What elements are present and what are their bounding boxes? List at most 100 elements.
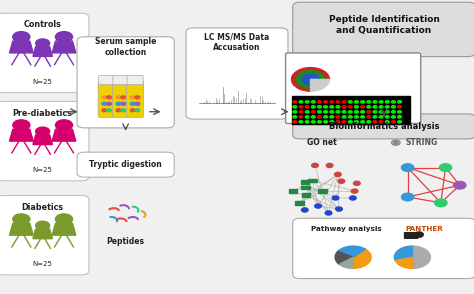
Circle shape — [330, 101, 334, 103]
Text: GO net: GO net — [308, 138, 337, 147]
Circle shape — [318, 116, 321, 118]
FancyBboxPatch shape — [0, 13, 89, 93]
Circle shape — [398, 111, 401, 113]
Circle shape — [336, 207, 342, 211]
Circle shape — [121, 109, 126, 112]
Circle shape — [330, 121, 334, 123]
Wedge shape — [353, 249, 371, 268]
Polygon shape — [9, 41, 33, 53]
Circle shape — [342, 111, 346, 113]
Circle shape — [135, 102, 140, 105]
Circle shape — [318, 111, 321, 113]
Circle shape — [392, 116, 395, 118]
Circle shape — [107, 109, 111, 112]
Circle shape — [315, 204, 321, 208]
Circle shape — [299, 121, 303, 123]
Circle shape — [336, 111, 340, 113]
Circle shape — [312, 163, 319, 168]
Bar — [301, 181, 310, 184]
Text: Tryptic digestion: Tryptic digestion — [89, 160, 162, 169]
Circle shape — [305, 121, 309, 123]
Circle shape — [392, 101, 395, 103]
Circle shape — [116, 102, 121, 105]
Circle shape — [361, 121, 365, 123]
Circle shape — [373, 116, 377, 118]
Circle shape — [301, 208, 308, 212]
Bar — [318, 189, 327, 193]
FancyBboxPatch shape — [285, 53, 420, 123]
Circle shape — [293, 111, 297, 113]
Circle shape — [311, 111, 315, 113]
Circle shape — [116, 109, 121, 112]
FancyBboxPatch shape — [112, 81, 129, 118]
Circle shape — [435, 199, 447, 207]
Circle shape — [355, 101, 358, 103]
Circle shape — [326, 163, 333, 168]
Circle shape — [415, 232, 423, 237]
Circle shape — [355, 111, 358, 113]
Bar — [292, 96, 410, 124]
Circle shape — [342, 101, 346, 103]
FancyBboxPatch shape — [127, 76, 143, 85]
Circle shape — [107, 102, 111, 105]
Circle shape — [324, 111, 328, 113]
FancyBboxPatch shape — [0, 101, 89, 181]
Circle shape — [348, 111, 352, 113]
Circle shape — [102, 102, 107, 105]
Circle shape — [299, 116, 303, 118]
Circle shape — [367, 116, 371, 118]
Circle shape — [130, 109, 135, 112]
FancyBboxPatch shape — [404, 232, 419, 239]
FancyBboxPatch shape — [113, 76, 129, 85]
Circle shape — [293, 121, 297, 123]
Circle shape — [318, 121, 321, 123]
Circle shape — [355, 116, 358, 118]
Polygon shape — [9, 129, 33, 141]
Polygon shape — [33, 229, 53, 239]
Bar — [295, 201, 304, 205]
Circle shape — [401, 164, 414, 171]
FancyBboxPatch shape — [186, 28, 288, 119]
Circle shape — [305, 111, 309, 113]
Wedge shape — [335, 251, 353, 264]
Circle shape — [324, 116, 328, 118]
Circle shape — [342, 121, 346, 123]
Circle shape — [398, 106, 401, 108]
Circle shape — [454, 181, 466, 189]
FancyBboxPatch shape — [293, 218, 474, 279]
Circle shape — [338, 179, 345, 183]
Circle shape — [401, 193, 414, 201]
Circle shape — [398, 121, 401, 123]
Circle shape — [348, 106, 352, 108]
Text: LC MS/MS Data
Accusation: LC MS/MS Data Accusation — [204, 33, 270, 52]
Polygon shape — [52, 41, 76, 53]
Bar — [301, 186, 310, 189]
Circle shape — [373, 121, 377, 123]
FancyBboxPatch shape — [98, 81, 115, 118]
Circle shape — [392, 106, 395, 108]
Circle shape — [318, 101, 321, 103]
Polygon shape — [9, 223, 33, 235]
Circle shape — [336, 106, 340, 108]
Circle shape — [330, 106, 334, 108]
Circle shape — [332, 196, 339, 200]
Circle shape — [299, 111, 303, 113]
Circle shape — [342, 116, 346, 118]
Circle shape — [351, 189, 358, 193]
Circle shape — [354, 181, 360, 185]
Circle shape — [348, 116, 352, 118]
Circle shape — [361, 111, 365, 113]
Circle shape — [385, 121, 389, 123]
Circle shape — [439, 164, 452, 171]
FancyBboxPatch shape — [77, 37, 174, 128]
Circle shape — [348, 121, 352, 123]
Circle shape — [335, 172, 341, 176]
Circle shape — [55, 32, 73, 42]
Circle shape — [367, 106, 371, 108]
Circle shape — [13, 214, 30, 225]
Circle shape — [135, 96, 140, 99]
Circle shape — [325, 211, 332, 215]
Circle shape — [324, 101, 328, 103]
Text: Bioinformatics analysis: Bioinformatics analysis — [328, 122, 439, 131]
Circle shape — [299, 106, 303, 108]
